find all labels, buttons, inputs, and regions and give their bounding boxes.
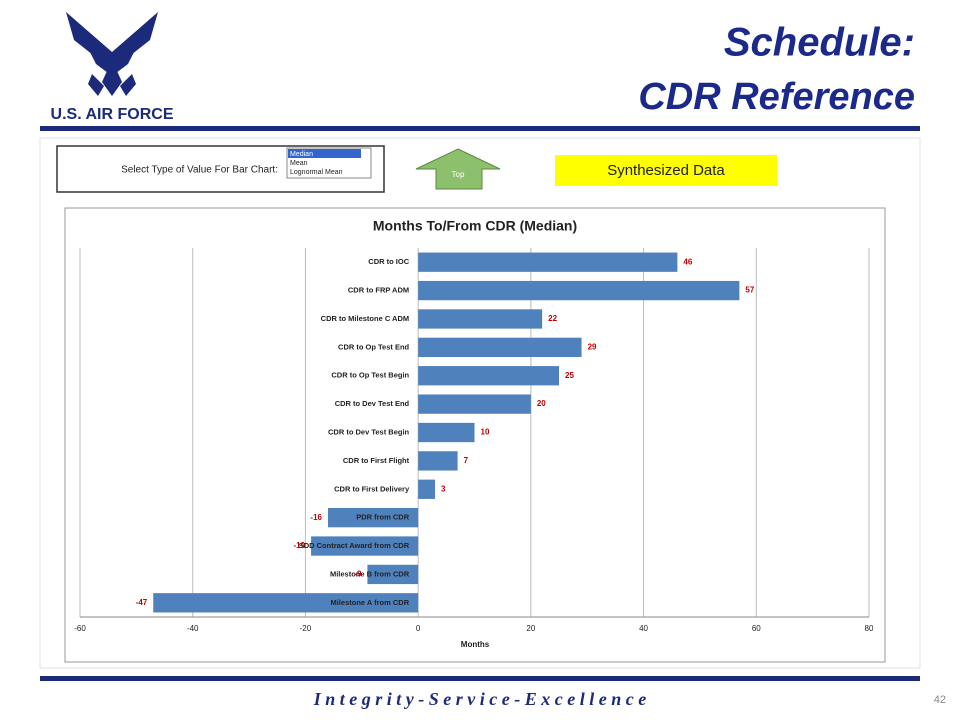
selector-label: Select Type of Value For Bar Chart: bbox=[121, 165, 278, 176]
bar bbox=[327, 508, 419, 528]
bar bbox=[367, 564, 419, 585]
x-tick-label: 80 bbox=[865, 624, 874, 633]
selector-option[interactable]: Mean bbox=[290, 160, 308, 167]
category-label: CDR to Op Test Begin bbox=[331, 371, 409, 380]
logo-text: U.S. AIR FORCE bbox=[51, 106, 174, 123]
bar bbox=[418, 280, 740, 301]
category-label: CDR to IOC bbox=[368, 257, 409, 266]
x-tick-label: 60 bbox=[752, 624, 761, 633]
category-label: SDD Contract Award from CDR bbox=[299, 541, 410, 550]
badge bbox=[555, 155, 777, 186]
value-label: -9 bbox=[354, 570, 362, 579]
x-tick-label: -20 bbox=[300, 624, 312, 633]
category-label: Milestone A from CDR bbox=[331, 598, 410, 607]
value-label: 22 bbox=[548, 314, 557, 323]
value-label: 3 bbox=[441, 484, 446, 493]
plot: -60 -40 -20 0 20 40 60 80 CDR to IOC 46 CDR to FRP… bbox=[74, 248, 874, 633]
category-label: CDR to Dev Test Begin bbox=[328, 427, 410, 436]
footer-motto: I n t e g r i t y - S e r v i c e - E x … bbox=[313, 689, 646, 709]
x-tick-label: 20 bbox=[526, 624, 535, 633]
x-tick-label: -40 bbox=[187, 624, 199, 633]
x-tick-label: 0 bbox=[416, 624, 421, 633]
category-label: CDR to Dev Test End bbox=[335, 399, 410, 408]
category-label: CDR to Op Test End bbox=[338, 342, 410, 351]
slide-title: Schedule: bbox=[724, 21, 915, 65]
value-label: 20 bbox=[537, 399, 546, 408]
value-label: -19 bbox=[294, 541, 306, 550]
value-label: -47 bbox=[136, 598, 148, 607]
category-label: Milestone B from CDR bbox=[330, 569, 410, 578]
selector-option[interactable]: Lognormal Mean bbox=[290, 169, 343, 176]
bar bbox=[418, 479, 436, 499]
badge-text: Synthesized Data bbox=[607, 162, 725, 179]
chart-title: Months To/From CDR (Median) bbox=[373, 218, 577, 234]
value-label: 29 bbox=[588, 342, 597, 351]
slide-subtitle: CDR Reference bbox=[638, 76, 915, 118]
bar bbox=[418, 337, 582, 357]
category-label: CDR to FRP ADM bbox=[348, 286, 409, 295]
value-label: -16 bbox=[310, 513, 322, 522]
header-rule bbox=[40, 126, 920, 131]
x-tick-label: -60 bbox=[74, 624, 86, 633]
value-label: 57 bbox=[745, 286, 754, 295]
value-label: 10 bbox=[481, 428, 490, 437]
bar bbox=[418, 309, 543, 329]
bar bbox=[418, 451, 458, 471]
bar bbox=[418, 394, 531, 414]
category-label: CDR to First Delivery bbox=[334, 484, 410, 493]
category-label: CDR to First Flight bbox=[343, 456, 410, 465]
category-label: PDR from CDR bbox=[356, 513, 410, 522]
bar bbox=[418, 252, 678, 272]
value-label: 25 bbox=[565, 371, 574, 380]
selected-option bbox=[288, 149, 361, 158]
selector-option[interactable]: Median bbox=[290, 151, 313, 158]
top-button[interactable] bbox=[415, 148, 501, 190]
page-number: 42 bbox=[934, 694, 946, 706]
x-axis-label: Months bbox=[461, 640, 490, 649]
bar bbox=[311, 536, 419, 556]
x-tick-label: 40 bbox=[639, 624, 648, 633]
category-label: CDR to Milestone C ADM bbox=[321, 314, 409, 323]
bar bbox=[418, 366, 560, 386]
logo bbox=[66, 12, 158, 96]
bar bbox=[153, 593, 419, 613]
top-button-label[interactable]: Top bbox=[452, 170, 465, 179]
footer-rule bbox=[40, 676, 920, 681]
bar bbox=[418, 422, 475, 443]
value-label: 46 bbox=[683, 257, 692, 266]
value-label: 7 bbox=[464, 456, 469, 465]
